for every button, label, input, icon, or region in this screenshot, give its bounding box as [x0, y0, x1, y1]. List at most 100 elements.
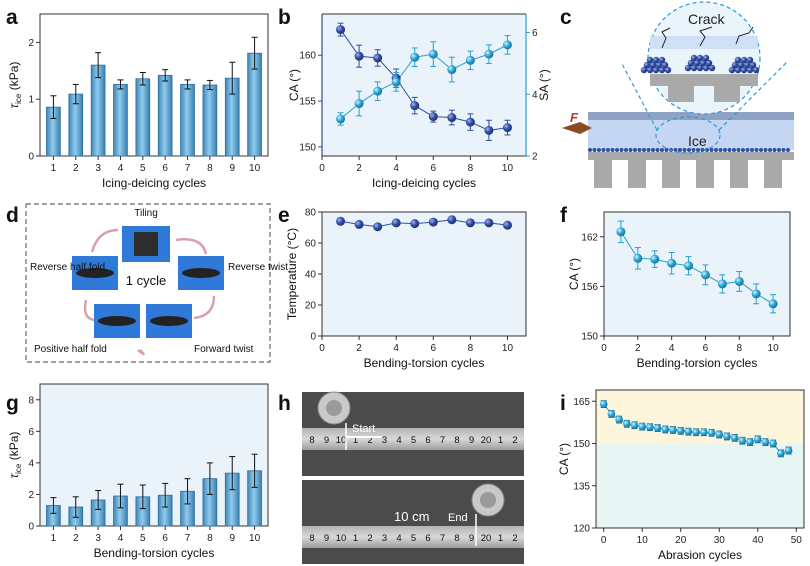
data-point: [707, 429, 716, 437]
bar: [113, 84, 128, 157]
nanoparticle: [592, 148, 597, 152]
y-tick-label: 2: [28, 38, 34, 49]
ice-label: Ice: [688, 133, 707, 149]
point-ca: [428, 112, 438, 122]
nanoparticle: [664, 66, 672, 74]
nanoparticle: [637, 148, 642, 152]
nanoparticle: [682, 148, 687, 152]
data-point: [769, 439, 777, 448]
ruler-number: 7: [440, 435, 445, 446]
x-tick-label: 10: [768, 343, 780, 354]
label-forward-twist: Forward twist: [194, 344, 254, 355]
pillar-substrate: [588, 152, 794, 188]
nanoparticle: [655, 61, 663, 69]
point-sa: [373, 86, 383, 96]
nanoparticle: [649, 61, 657, 69]
x-tick-label: 8: [736, 343, 742, 354]
nanoparticle: [619, 148, 624, 152]
ruler-number: 7: [440, 533, 445, 544]
nanoparticle: [646, 66, 654, 74]
label-positive-half-fold: Positive half fold: [34, 344, 107, 355]
data-point: [502, 220, 512, 230]
chart-b: 150 155 160 2 4 6 0 2 4 6 8 10 Icing-deicing cycles C…: [287, 13, 551, 190]
panel-label-h: h: [278, 392, 291, 415]
nanoparticle: [772, 148, 777, 152]
y-tick-label-right: 2: [532, 152, 538, 163]
ruler-number: 3: [382, 533, 387, 544]
y-tick-label: 6: [28, 427, 34, 438]
nanoparticle: [664, 148, 669, 152]
label-reverse-twist: Reverse twist: [228, 262, 288, 273]
nanoparticle: [651, 148, 655, 152]
ruler-number: 8: [454, 533, 459, 544]
x-axis-label: Icing-deicing cycles: [102, 176, 206, 190]
nanoparticle: [687, 148, 691, 152]
nanoparticle: [732, 148, 736, 152]
y-tick-label: 165: [573, 397, 590, 408]
data-point: [751, 289, 761, 299]
chart-a: 0 1 2 1 2 3 4 5 6 7 8 9 10 Icing-deicing cycles τice (…: [7, 13, 269, 190]
zoom-region: [655, 116, 721, 154]
y-tick-label: 40: [305, 270, 317, 281]
nanoparticle: [736, 148, 741, 152]
ruler-number: 8: [309, 435, 314, 446]
nanoparticle: [633, 148, 637, 152]
nanoparticle: [786, 148, 790, 152]
nanoparticle: [781, 148, 786, 152]
nanoparticle: [705, 148, 709, 152]
nanoparticle: [693, 59, 701, 67]
point-sa: [410, 52, 420, 62]
nanoparticle: [746, 56, 754, 64]
data-point: [623, 419, 631, 428]
data-point: [607, 410, 616, 418]
data-point: [753, 435, 762, 444]
crack-label: Crack: [688, 11, 726, 27]
ruler-number: 20: [481, 533, 492, 544]
ruler-number: 1: [353, 533, 358, 544]
nanoparticle: [759, 148, 763, 152]
y-axis-label: τice (kPa): [7, 62, 23, 109]
nanoparticle: [699, 59, 707, 67]
nanoparticle: [752, 66, 760, 74]
x-tick-label: 8: [468, 343, 474, 354]
data-point: [599, 400, 608, 408]
data-point: [667, 258, 677, 268]
point-sa: [391, 77, 401, 87]
ruler-number: 1: [498, 435, 503, 446]
y-axis-label-left: CA (°): [287, 69, 301, 101]
x-tick-label: 4: [669, 343, 675, 354]
nanoparticle: [655, 148, 660, 152]
nanoparticle: [615, 148, 619, 152]
y-tick-label: 1: [28, 95, 34, 106]
data-point: [391, 218, 401, 228]
nanoparticle: [687, 59, 695, 67]
ice-layer: [588, 120, 794, 150]
distance-label: 10 cm: [394, 509, 429, 524]
ruler-number: 4: [396, 435, 401, 446]
series-line: [620, 231, 774, 305]
nanoparticle: [723, 148, 727, 152]
cycle-arrow: [83, 299, 95, 322]
nanoparticle: [702, 54, 710, 62]
x-tick-label: 6: [162, 163, 168, 174]
nanoparticle: [745, 148, 750, 152]
data-point: [484, 218, 494, 228]
cycle-arrow: [193, 295, 216, 320]
y-tick-label-right: 4: [532, 90, 538, 101]
y-tick-label: 0: [310, 332, 316, 343]
nanoparticle: [673, 148, 678, 152]
y-tick-label-right: 6: [532, 28, 538, 39]
data-point: [700, 270, 710, 280]
data-point: [616, 227, 626, 237]
panel-label-g: g: [6, 392, 19, 415]
panel-labels: a b c d e f g h i: [6, 6, 572, 415]
chart-i: 120 135 150 165 0 10 20 30 40 50 Abrasion cycles CA…: [557, 389, 805, 562]
y-tick-label-left: 155: [299, 97, 316, 108]
data-point: [723, 432, 731, 441]
nanoparticle: [740, 56, 748, 64]
x-tick-label: 3: [95, 163, 101, 174]
nanoparticle: [658, 56, 666, 64]
bar: [135, 78, 151, 157]
abrasion-photos-h: 8 9 10 1 2 3 4 5 6 7 8 9 20 1 2 Start 8 9 10 1 2 3 4 5 6 7 8 9 20 1…: [302, 391, 524, 564]
point-ca: [410, 101, 420, 111]
